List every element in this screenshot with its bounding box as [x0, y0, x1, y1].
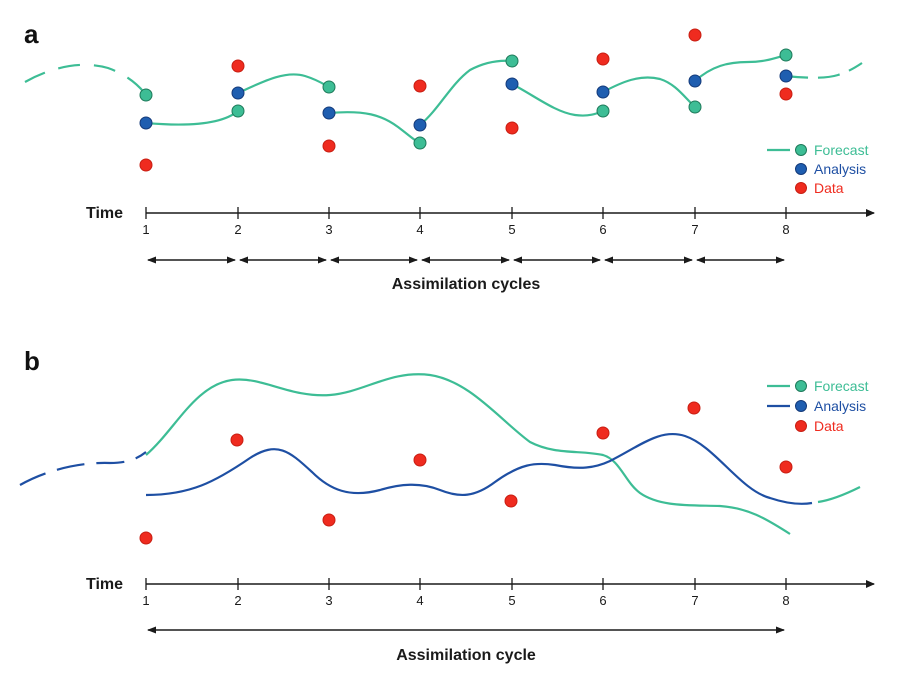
- legend-forecast-label: Forecast: [814, 142, 869, 158]
- tick-label: 4: [416, 222, 423, 237]
- panel-b: b Forecast Analysis Data: [19, 346, 875, 664]
- tick-label: 7: [691, 593, 698, 608]
- panel-b-ticks: [145, 578, 787, 590]
- analysis-point: [596, 85, 610, 99]
- analysis-point: [231, 86, 245, 100]
- analysis-point: [322, 106, 336, 120]
- forecast-point: [596, 104, 610, 118]
- panel-a-initial-dashed-forecast: [24, 63, 147, 96]
- data-point: [596, 426, 610, 440]
- legend-data-dot: [795, 182, 807, 194]
- legend-data-label: Data: [814, 418, 844, 434]
- forecast-point: [779, 48, 793, 62]
- panel-a-cycle-label: Assimilation cycles: [392, 276, 541, 293]
- analysis-point: [139, 116, 153, 130]
- legend-analysis-label: Analysis: [814, 398, 866, 414]
- forecast-point: [231, 104, 245, 118]
- panel-b-data-points: [139, 401, 793, 545]
- analysis-point: [688, 74, 702, 88]
- data-point: [139, 158, 153, 172]
- tick-label: 1: [142, 593, 149, 608]
- data-point: [688, 28, 702, 42]
- panel-b-legend: Forecast Analysis Data: [767, 378, 869, 434]
- forecast-point: [413, 136, 427, 150]
- tick-label: 8: [782, 222, 789, 237]
- panel-b-tick-labels: 1 2 3 4 5 6 7 8: [142, 593, 789, 608]
- panel-a-forecast-points: [139, 48, 793, 150]
- panel-a: a: [24, 19, 875, 293]
- legend-analysis-dot: [795, 163, 807, 175]
- panel-a-legend: Forecast Analysis Data: [767, 142, 869, 196]
- panel-b-letter: b: [24, 346, 40, 376]
- tick-label: 7: [691, 222, 698, 237]
- panel-a-ticks: [145, 207, 787, 219]
- data-point: [231, 59, 245, 73]
- forecast-point: [322, 80, 336, 94]
- tick-label: 5: [508, 593, 515, 608]
- tick-label: 6: [599, 593, 606, 608]
- data-point: [505, 121, 519, 135]
- panel-b-final-dashed-forecast: [817, 486, 861, 504]
- data-point: [322, 139, 336, 153]
- data-point: [322, 513, 336, 527]
- analysis-point: [779, 69, 793, 83]
- forecast-point: [139, 88, 153, 102]
- legend-analysis-dot: [795, 400, 807, 412]
- tick-label: 5: [508, 222, 515, 237]
- tick-label: 3: [325, 593, 332, 608]
- panel-a-final-dashed-forecast: [785, 62, 863, 79]
- tick-label: 1: [142, 222, 149, 237]
- forecast-point: [688, 100, 702, 114]
- legend-forecast-dot: [795, 144, 807, 156]
- panel-b-time-label: Time: [86, 576, 123, 593]
- data-point: [413, 79, 427, 93]
- panel-b-initial-dashed-analysis: [19, 451, 147, 486]
- panel-a-time-axis: Time 1 2 3 4 5 6 7 8: [86, 205, 875, 237]
- panel-b-analysis-line: [145, 432, 813, 505]
- panel-b-forecast-line: [145, 373, 791, 535]
- panel-a-letter: a: [24, 19, 39, 49]
- panel-b-cycle-label: Assimilation cycle: [396, 647, 536, 664]
- tick-label: 2: [234, 593, 241, 608]
- data-point: [413, 453, 427, 467]
- data-point: [139, 531, 153, 545]
- tick-label: 2: [234, 222, 241, 237]
- tick-label: 4: [416, 593, 423, 608]
- panel-a-tick-labels: 1 2 3 4 5 6 7 8: [142, 222, 789, 237]
- legend-forecast-dot: [795, 380, 807, 392]
- data-point: [779, 460, 793, 474]
- data-point: [230, 433, 244, 447]
- legend-forecast-label: Forecast: [814, 378, 869, 394]
- analysis-point: [413, 118, 427, 132]
- tick-label: 8: [782, 593, 789, 608]
- data-point: [596, 52, 610, 66]
- analysis-point: [505, 77, 519, 91]
- panel-a-analysis-points: [139, 69, 793, 132]
- legend-data-label: Data: [814, 180, 844, 196]
- data-point: [779, 87, 793, 101]
- data-point: [687, 401, 701, 415]
- data-point: [504, 494, 518, 508]
- tick-label: 3: [325, 222, 332, 237]
- legend-analysis-label: Analysis: [814, 161, 866, 177]
- tick-label: 6: [599, 222, 606, 237]
- legend-data-dot: [795, 420, 807, 432]
- forecast-point: [505, 54, 519, 68]
- panel-a-forecast-line: [145, 53, 787, 145]
- panel-a-time-label: Time: [86, 205, 123, 222]
- panel-a-data-points: [139, 28, 793, 172]
- panel-b-time-axis: Time 1 2 3 4 5 6 7 8: [86, 576, 875, 608]
